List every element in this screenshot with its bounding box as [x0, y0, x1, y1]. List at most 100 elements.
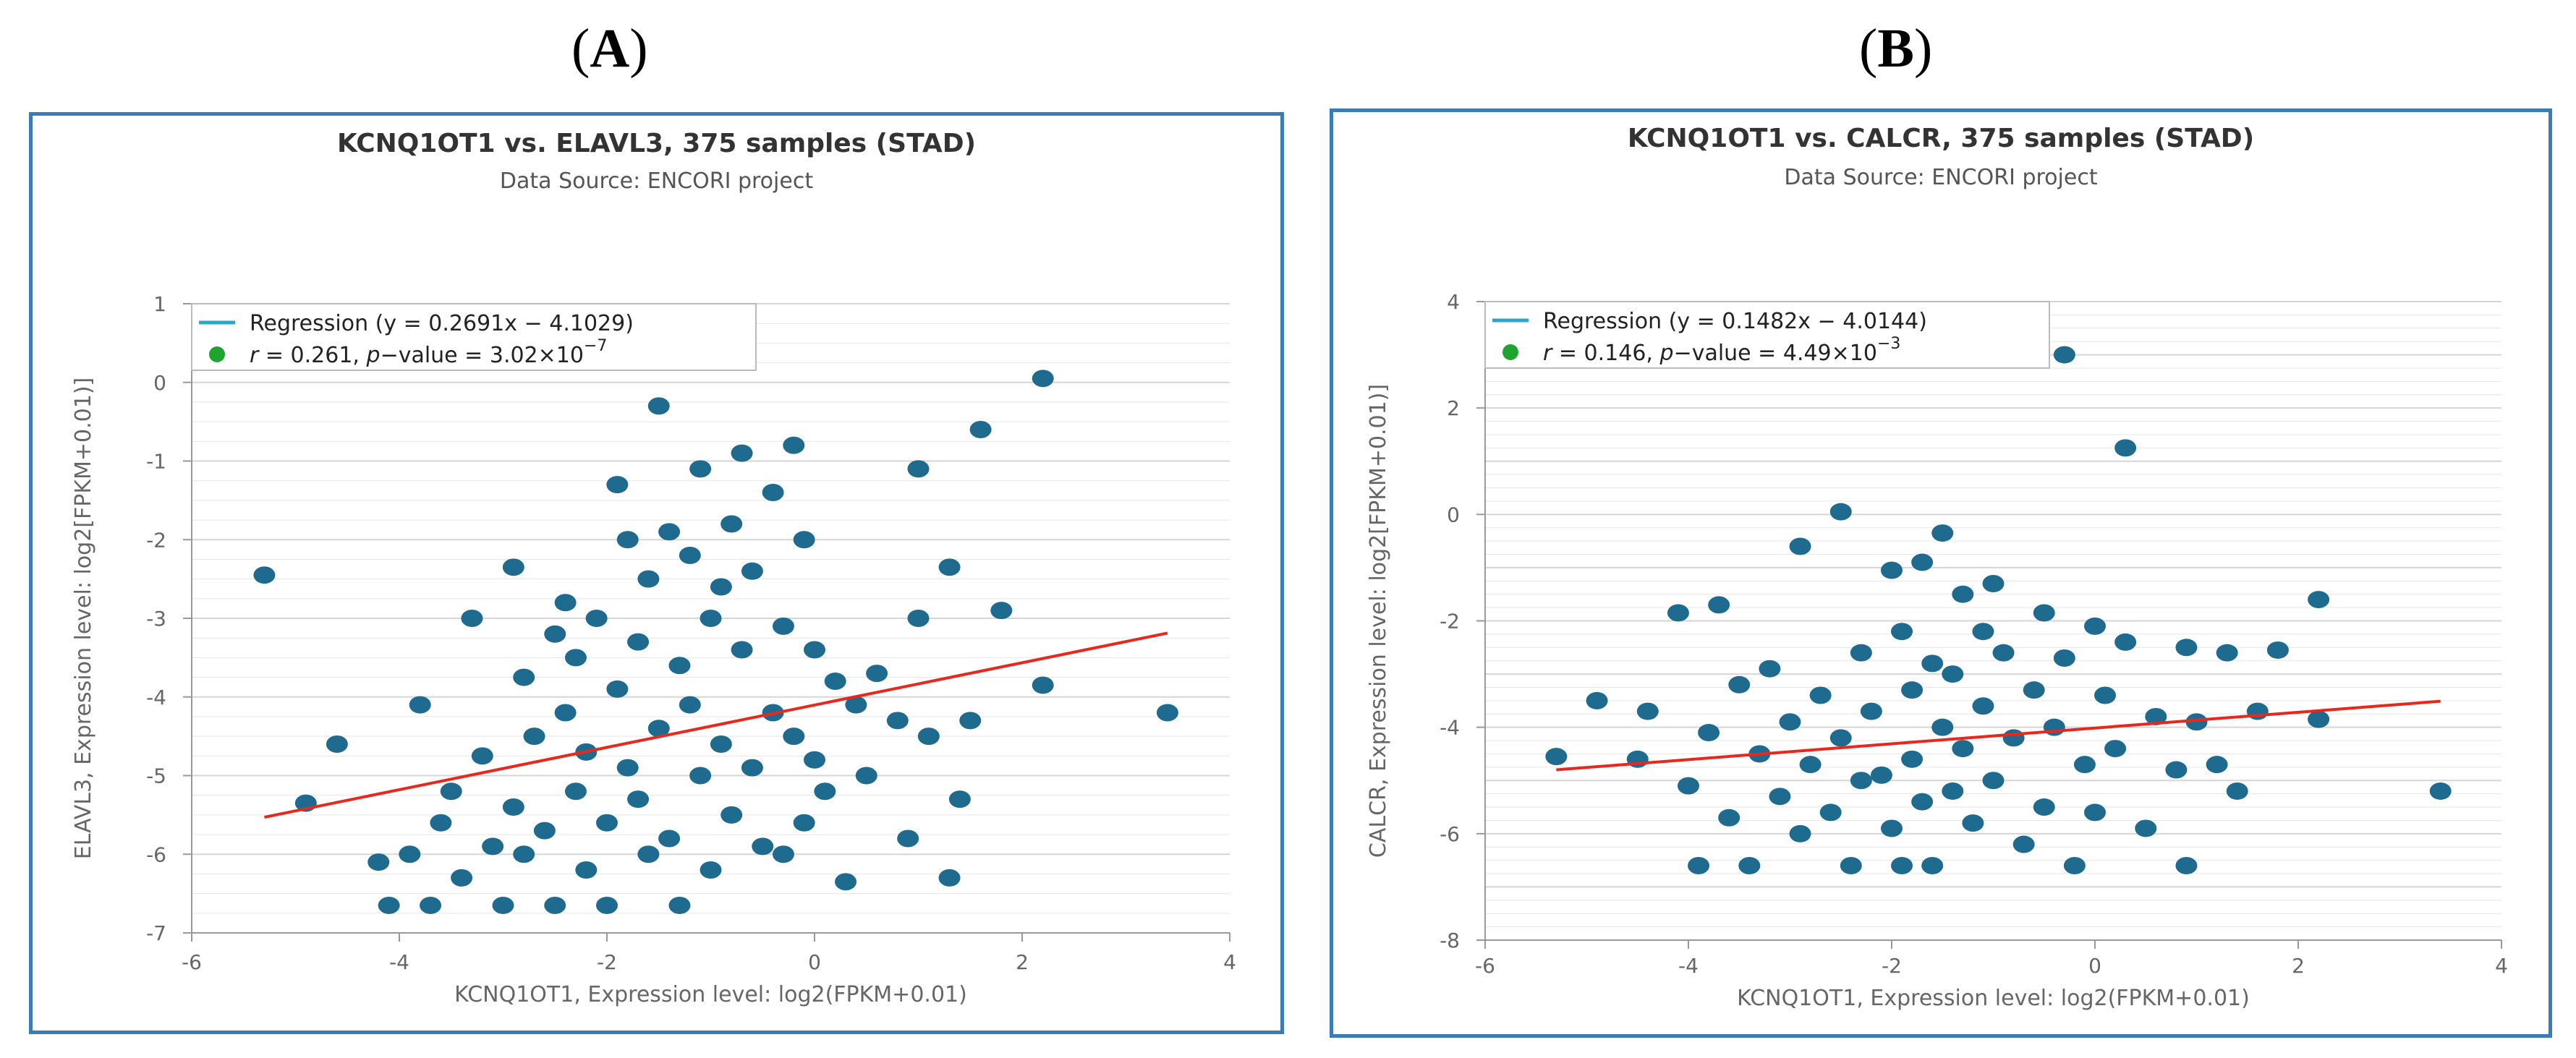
data-point — [482, 837, 504, 856]
data-point — [948, 790, 971, 809]
data-point — [1881, 819, 1903, 837]
data-point — [2084, 803, 2106, 822]
gridlines — [1485, 301, 2501, 941]
data-point — [783, 436, 805, 454]
x-tick-label: -4 — [1678, 954, 1699, 978]
data-point — [990, 602, 1013, 620]
data-point — [647, 397, 670, 415]
legend-dot-swatch — [1502, 344, 1518, 360]
data-point — [1809, 686, 1832, 704]
data-point — [575, 861, 598, 879]
data-point — [513, 668, 535, 686]
data-point — [710, 735, 732, 753]
data-point — [2073, 756, 2096, 774]
legend: Regression (y = 0.2691x − 4.1029)r = 0.2… — [191, 303, 757, 371]
data-point — [1931, 524, 1954, 542]
data-point — [1850, 644, 1872, 662]
data-point — [1931, 718, 1954, 736]
y-tick-label: 1 — [153, 292, 166, 316]
data-point — [1545, 748, 1568, 766]
y-tick-label: -6 — [1440, 822, 1460, 846]
data-point — [762, 484, 784, 501]
chart-panel-b: KCNQ1OT1 vs. CALCR, 375 samples (STAD) Da… — [1330, 108, 2552, 1038]
data-point — [399, 845, 421, 863]
data-point — [585, 610, 608, 627]
data-point — [1942, 665, 1964, 683]
regression-line — [264, 631, 1168, 819]
data-point — [1829, 503, 1852, 521]
chart-subtitle: Data Source: ENCORI project — [500, 168, 813, 194]
data-point — [1860, 702, 1882, 720]
data-point — [793, 814, 815, 832]
data-point — [326, 735, 348, 753]
data-point — [2216, 644, 2238, 662]
y-tick-label: -7 — [146, 921, 166, 945]
data-point — [679, 547, 701, 564]
x-tick-label: 0 — [808, 950, 821, 974]
data-point — [637, 845, 660, 863]
data-point — [596, 896, 618, 914]
data-point — [731, 641, 753, 659]
data-point — [710, 578, 732, 596]
data-point — [492, 896, 514, 914]
data-point — [959, 712, 982, 730]
data-point — [1728, 675, 1751, 694]
data-point — [1891, 856, 1913, 874]
data-point — [596, 814, 618, 832]
data-point — [554, 704, 577, 722]
data-point — [835, 873, 857, 891]
y-tick-label: -3 — [146, 607, 166, 631]
data-point — [2053, 649, 2075, 667]
data-point — [1032, 370, 1054, 388]
data-point — [1799, 756, 1822, 774]
data-point — [2135, 819, 2157, 837]
data-point — [793, 531, 815, 549]
data-point — [1789, 824, 1811, 842]
data-point — [637, 570, 660, 588]
data-point — [253, 566, 276, 584]
data-point — [2206, 756, 2228, 774]
data-point — [1678, 777, 1699, 795]
y-tick-label: 0 — [1447, 503, 1460, 526]
data-point — [627, 633, 650, 651]
y-tick-label: -2 — [1440, 610, 1460, 633]
data-point — [1921, 654, 1944, 673]
data-point — [1819, 803, 1842, 822]
data-point — [2063, 856, 2086, 874]
data-point — [2308, 710, 2330, 728]
x-tick-label: -4 — [389, 950, 409, 974]
chart-panel-a: KCNQ1OT1 vs. ELAVL3, 375 samples (STAD) D… — [29, 112, 1284, 1034]
data-point — [1156, 704, 1178, 722]
legend-regression-label: Regression (y = 0.1482x − 4.0144) — [1543, 309, 1927, 334]
data-point — [533, 822, 556, 840]
chart-subtitle: Data Source: ENCORI project — [1784, 165, 2097, 190]
data-point — [845, 696, 867, 714]
x-axis-label: KCNQ1OT1, Expression level: log2(FPKM+0.… — [1737, 986, 2250, 1011]
data-point — [969, 421, 992, 438]
data-point — [2012, 835, 2035, 853]
data-point — [2175, 639, 2198, 657]
regression-line — [1556, 699, 2441, 772]
data-point — [1901, 750, 1924, 768]
data-point — [513, 845, 535, 863]
data-point — [1636, 702, 1659, 720]
data-point — [679, 696, 701, 714]
data-point — [554, 594, 577, 612]
x-tick-label: -2 — [1882, 954, 1902, 978]
data-point — [616, 759, 639, 777]
data-point — [2175, 856, 2198, 874]
data-point — [1708, 596, 1730, 614]
data-point — [451, 869, 473, 887]
data-point — [409, 696, 431, 714]
x-tick-label: -6 — [182, 950, 202, 974]
data-point — [544, 625, 566, 643]
data-point — [700, 861, 722, 879]
data-point — [378, 896, 400, 914]
data-point — [1982, 574, 2005, 592]
data-point — [606, 680, 629, 698]
data-point — [741, 562, 763, 580]
data-point — [430, 814, 452, 832]
data-point — [1759, 660, 1781, 678]
x-tick-label: -2 — [597, 950, 617, 974]
data-point — [741, 759, 763, 777]
